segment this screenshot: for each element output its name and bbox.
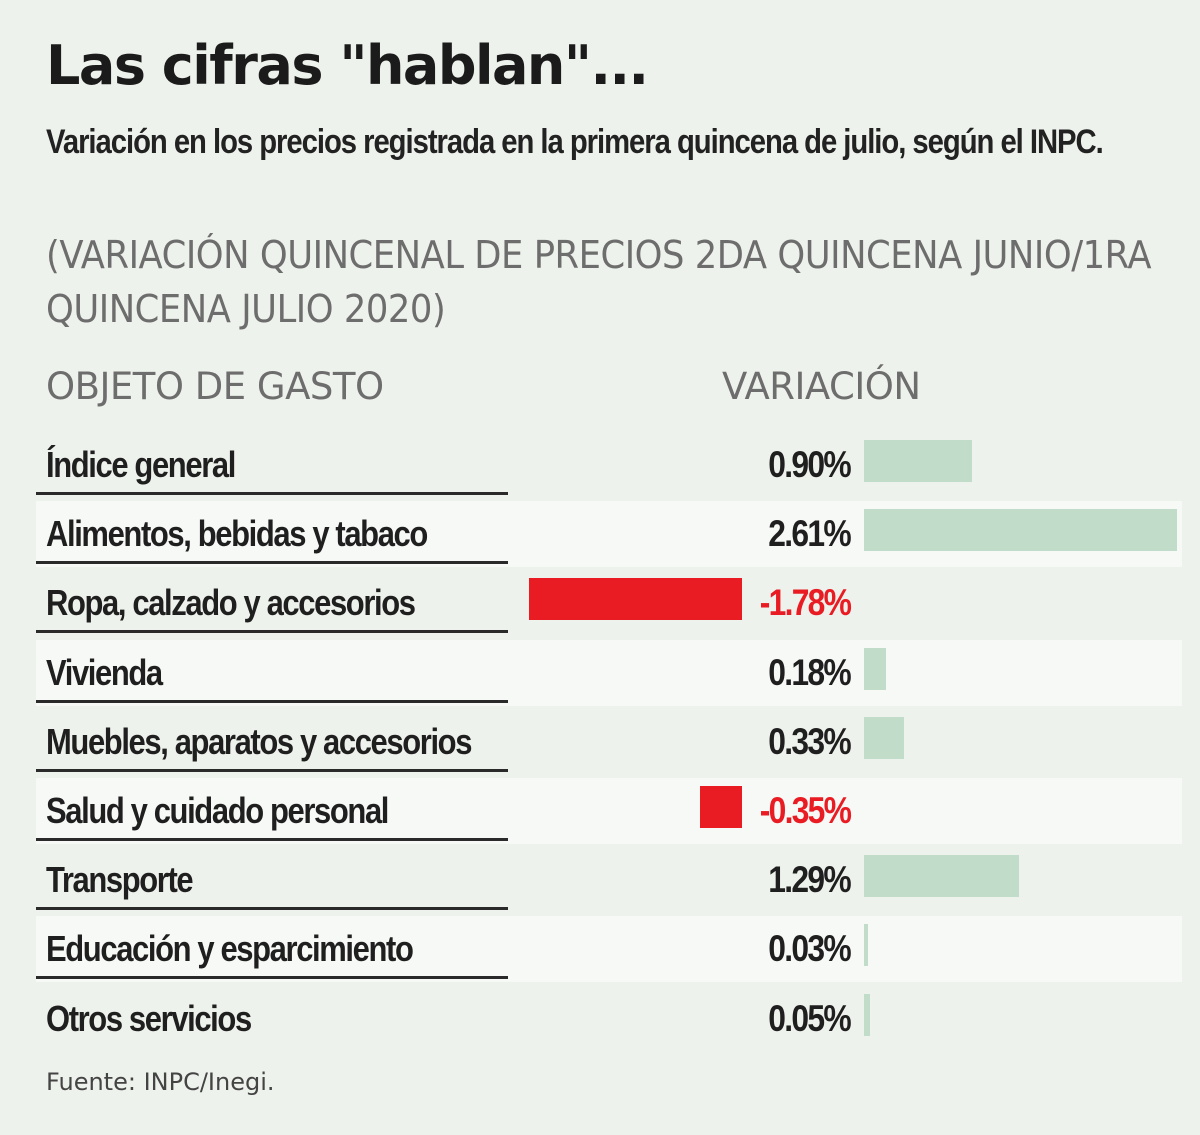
- chart-subtitle: Variación en los precios registrada en l…: [46, 123, 1104, 161]
- column-header-category: OBJETO DE GASTO: [46, 365, 384, 408]
- value-label: 0.18%: [768, 651, 851, 693]
- value-label: 0.03%: [768, 928, 851, 970]
- row-divider: [36, 907, 508, 911]
- row-divider: [36, 768, 508, 772]
- bar-mark: [864, 647, 886, 690]
- row-divider: [36, 976, 508, 980]
- source-note: Fuente: INPC/Inegi.: [46, 1068, 275, 1096]
- bar-mark: [864, 855, 1019, 898]
- category-label: Alimentos, bebidas y tabaco: [46, 513, 428, 555]
- value-label: 0.05%: [768, 997, 851, 1039]
- value-label: 0.33%: [768, 720, 851, 762]
- value-label: 1.29%: [768, 859, 851, 901]
- column-header-value: VARIACIÓN: [722, 365, 921, 408]
- category-label: Transporte: [46, 859, 194, 901]
- category-label: Educación y esparcimiento: [46, 928, 414, 970]
- row-background: [36, 639, 1182, 706]
- value-label: 2.61%: [768, 513, 851, 555]
- bar-mark: [529, 578, 742, 621]
- row-divider: [36, 630, 508, 634]
- bar-mark: [864, 440, 972, 482]
- row-divider: [36, 561, 508, 565]
- value-label: -0.35%: [759, 790, 851, 831]
- row-divider: [36, 492, 508, 495]
- category-label: Salud y cuidado personal: [46, 790, 389, 831]
- category-label: Índice general: [46, 444, 236, 485]
- value-label: 0.90%: [768, 444, 851, 485]
- bar-mark: [864, 924, 868, 967]
- row-background: [36, 778, 1182, 844]
- category-label: Otros servicios: [46, 997, 252, 1039]
- bar-mark: [864, 993, 870, 1036]
- category-label: Ropa, calzado y accesorios: [46, 582, 416, 624]
- category-label: Vivienda: [46, 651, 163, 693]
- chart-title: Las cifras "hablan"...: [46, 34, 649, 97]
- bar-mark: [864, 716, 904, 759]
- row-divider: [36, 838, 508, 841]
- category-label: Muebles, aparatos y accesorios: [46, 720, 472, 762]
- bar-mark: [864, 509, 1177, 552]
- row-divider: [36, 699, 508, 703]
- bar-mark: [700, 786, 742, 828]
- chart-note: (VARIACIÓN QUINCENAL DE PRECIOS 2DA QUIN…: [46, 233, 1152, 331]
- value-label: -1.78%: [759, 582, 851, 624]
- row-background: [36, 916, 1182, 983]
